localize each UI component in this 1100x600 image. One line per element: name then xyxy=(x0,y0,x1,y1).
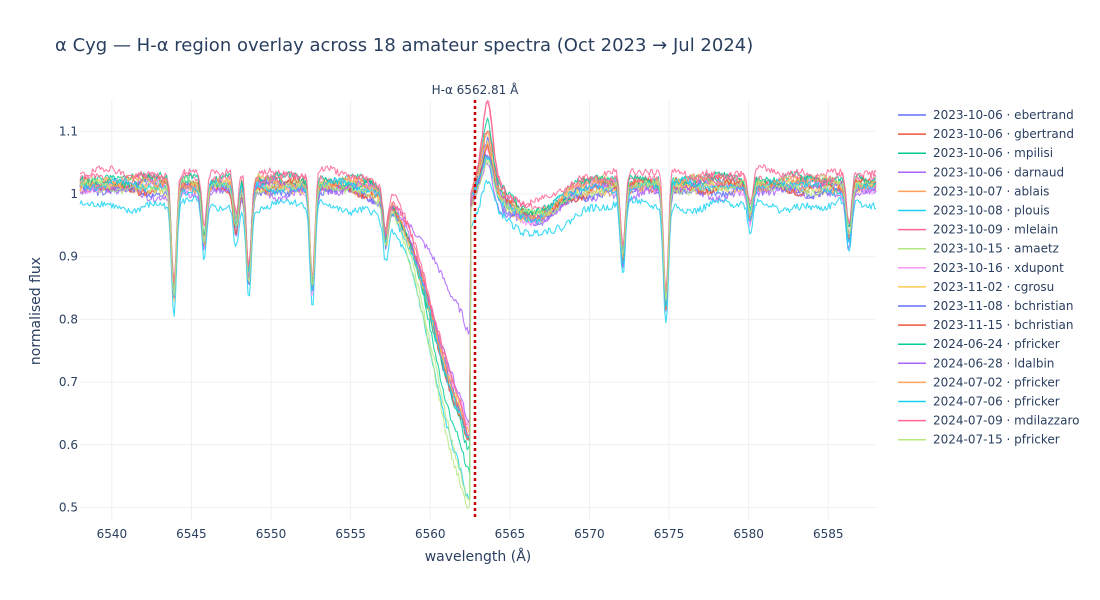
y-tick-label: 1 xyxy=(70,187,78,201)
legend-item[interactable]: 2023-10-15 · amaetz xyxy=(898,242,1059,256)
series-lines xyxy=(79,99,877,510)
chart-title: α Cyg — H-α region overlay across 18 ama… xyxy=(55,35,753,56)
plot-area[interactable]: H-α 6562.81 Å xyxy=(79,82,877,520)
legend-label: 2023-11-02 · cgrosu xyxy=(933,280,1054,294)
legend-item[interactable]: 2024-07-02 · pfricker xyxy=(898,375,1060,389)
legend-item[interactable]: 2023-11-08 · bchristian xyxy=(898,299,1074,313)
legend-item[interactable]: 2023-11-02 · cgrosu xyxy=(898,280,1054,294)
legend-label: 2023-10-15 · amaetz xyxy=(933,242,1059,256)
x-tick-label: 6575 xyxy=(654,527,685,541)
legend-label: 2024-07-15 · pfricker xyxy=(933,433,1060,447)
series-line xyxy=(79,156,877,439)
series-line xyxy=(79,101,877,426)
series-line xyxy=(79,155,877,475)
x-tick-label: 6570 xyxy=(574,527,605,541)
series-line xyxy=(79,179,877,500)
legend-label: 2023-10-07 · ablais xyxy=(933,184,1049,198)
y-tick-label: 0.6 xyxy=(59,438,78,452)
legend-label: 2023-10-09 · mlelain xyxy=(933,223,1058,237)
x-gridlines xyxy=(111,100,829,520)
legend-item[interactable]: 2024-06-28 · ldalbin xyxy=(898,356,1054,370)
legend-item[interactable]: 2024-07-06 · pfricker xyxy=(898,395,1060,409)
series-line xyxy=(79,99,877,438)
legend-label: 2024-07-09 · mdilazzaro xyxy=(933,414,1079,428)
legend-label: 2023-10-06 · gbertrand xyxy=(933,127,1074,141)
x-tick-label: 6560 xyxy=(415,527,446,541)
legend-item[interactable]: 2023-10-06 · gbertrand xyxy=(898,127,1074,141)
x-tick-label: 6585 xyxy=(813,527,844,541)
x-tick-label: 6545 xyxy=(176,527,207,541)
legend-item[interactable]: 2023-11-15 · bchristian xyxy=(898,318,1074,332)
legend-label: 2024-07-02 · pfricker xyxy=(933,375,1060,389)
legend-item[interactable]: 2024-06-24 · pfricker xyxy=(898,337,1060,351)
legend-item[interactable]: 2023-10-06 · mpilisi xyxy=(898,146,1053,160)
annotation-layer: H-α 6562.81 Å xyxy=(432,82,520,520)
legend-label: 2023-10-08 · plouis xyxy=(933,204,1050,218)
y-axis-title: normalised flux xyxy=(28,257,44,365)
legend-label: 2023-10-06 · mpilisi xyxy=(933,146,1053,160)
legend-label: 2023-10-06 · ebertrand xyxy=(933,108,1074,122)
x-tick-label: 6540 xyxy=(97,527,128,541)
legend-label: 2023-10-16 · xdupont xyxy=(933,261,1064,275)
legend-label: 2023-11-08 · bchristian xyxy=(933,299,1074,313)
series-line xyxy=(79,158,877,501)
y-tick-label: 1.1 xyxy=(59,124,78,138)
x-tick-label: 6565 xyxy=(495,527,526,541)
legend-label: 2024-07-06 · pfricker xyxy=(933,395,1060,409)
y-gridlines xyxy=(80,130,876,508)
legend-label: 2024-06-28 · ldalbin xyxy=(933,356,1054,370)
halpha-annotation-label: H-α 6562.81 Å xyxy=(432,82,520,97)
y-tick-labels: 0.5 0.6 0.7 0.8 0.9 1 1.1 xyxy=(59,124,78,514)
legend-label: 2023-11-15 · bchristian xyxy=(933,318,1074,332)
legend-label: 2023-10-06 · darnaud xyxy=(933,165,1064,179)
legend-item[interactable]: 2024-07-15 · pfricker xyxy=(898,433,1060,447)
legend-item[interactable]: 2023-10-06 · darnaud xyxy=(898,165,1064,179)
y-tick-label: 0.5 xyxy=(59,500,78,514)
legend-item[interactable]: 2023-10-07 · ablais xyxy=(898,184,1049,198)
legend[interactable]: 2023-10-06 · ebertrand 2023-10-06 · gbert… xyxy=(898,108,1079,447)
legend-item[interactable]: 2024-07-09 · mdilazzaro xyxy=(898,414,1079,428)
y-tick-label: 0.9 xyxy=(59,250,78,264)
x-tick-label: 6550 xyxy=(256,527,287,541)
y-tick-label: 0.8 xyxy=(59,312,78,326)
legend-label: 2024-06-24 · pfricker xyxy=(933,337,1060,351)
legend-item[interactable]: 2023-10-09 · mlelain xyxy=(898,223,1058,237)
legend-item[interactable]: 2023-10-08 · plouis xyxy=(898,204,1050,218)
x-tick-label: 6580 xyxy=(733,527,764,541)
x-axis-title: wavelength (Å) xyxy=(425,548,532,565)
x-tick-label: 6555 xyxy=(335,527,366,541)
legend-item[interactable]: 2023-10-16 · xdupont xyxy=(898,261,1064,275)
x-tick-labels: 6540 6545 6550 6555 6560 6565 6570 6575 6580 6585 xyxy=(97,527,844,541)
y-tick-label: 0.7 xyxy=(59,375,78,389)
legend-item[interactable]: 2023-10-06 · ebertrand xyxy=(898,108,1074,122)
